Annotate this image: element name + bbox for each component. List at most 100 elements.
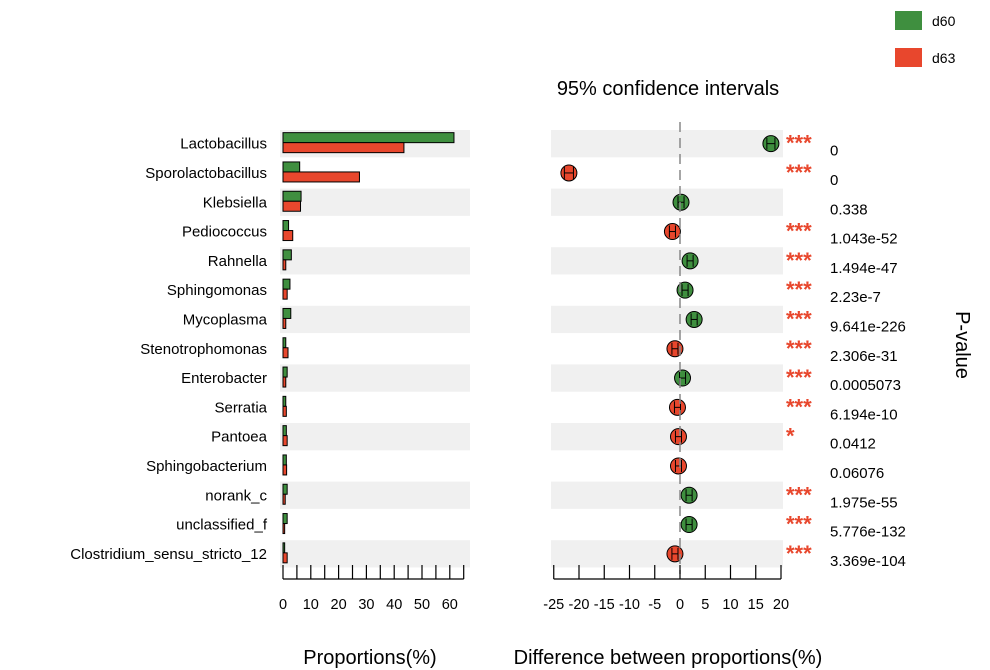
significance-marker: ***: [786, 248, 812, 273]
bar-d60: [282, 307, 292, 319]
pvalue-label: 0.338: [830, 201, 868, 218]
bar-d60: [282, 425, 287, 437]
category-label: Clostridium_sensu_stricto_12: [70, 546, 267, 563]
pvalue-label: 3.369e-104: [830, 553, 906, 570]
bar-d63: [282, 493, 286, 505]
significance-marker: ***: [786, 160, 812, 185]
bar-d63: [282, 347, 289, 359]
row-background: [280, 423, 470, 451]
bar-d63: [282, 317, 287, 329]
legend-swatch-d60: [895, 11, 922, 30]
legend: d60 d63: [895, 11, 956, 67]
proportions-tick-label: 10: [303, 597, 319, 613]
pvalue-label: 5.776e-132: [830, 524, 906, 541]
pvalue-label: 1.975e-55: [830, 494, 898, 511]
bar-d63: [282, 405, 287, 417]
chart-title: 95% confidence intervals: [557, 78, 779, 100]
pvalue-axis-title: P-value: [951, 311, 973, 379]
pvalue-labels: 0 0 0.338 1.043e-52 1.494e-47 2.23e-7 9.641e-2…: [830, 143, 906, 570]
significance-marker: ***: [786, 482, 812, 507]
bar-d60: [282, 220, 290, 232]
difference-tick-label: -10: [619, 597, 640, 613]
bar-d63: [282, 552, 288, 564]
category-label: Serratia: [214, 399, 267, 416]
significance-marker: *: [786, 424, 795, 449]
category-label: Mycoplasma: [183, 311, 268, 328]
pvalue-label: 0.06076: [830, 465, 884, 482]
category-label: Sphingobacterium: [146, 458, 267, 475]
bar-d60: [282, 513, 288, 525]
bar-d63: [282, 171, 360, 183]
pvalue-label: 2.23e-7: [830, 289, 881, 306]
proportions-tick-label: 20: [331, 597, 347, 613]
bar-d63: [282, 230, 294, 242]
row-background: [551, 305, 783, 334]
proportion-bars: [282, 132, 455, 564]
proportions-tick-label: 0: [279, 597, 287, 613]
significance-stars: *************************************: [786, 131, 812, 566]
difference-tick-label: 20: [773, 597, 789, 613]
bar-d63: [282, 376, 287, 388]
bar-d63: [282, 523, 286, 535]
legend-label-d60: d60: [932, 13, 956, 29]
category-label: Enterobacter: [181, 370, 267, 387]
bar-d60: [282, 366, 288, 378]
category-label: unclassified_f: [176, 517, 268, 534]
row-background: [551, 130, 783, 158]
category-label: Klebsiella: [203, 194, 268, 211]
difference-tick-label: -15: [594, 597, 615, 613]
row-background: [280, 305, 470, 334]
category-label: Sporolactobacillus: [145, 165, 267, 182]
row-background: [551, 364, 783, 392]
bar-d63: [282, 200, 302, 212]
bar-d63: [282, 464, 288, 476]
row-background: [551, 481, 783, 509]
proportions-axis-title: Proportions(%): [303, 647, 436, 669]
difference-tick-label: 15: [748, 597, 764, 613]
significance-marker: ***: [786, 365, 812, 390]
bar-d60: [282, 542, 286, 554]
row-background: [280, 247, 470, 275]
difference-tick-label: -20: [569, 597, 590, 613]
proportions-tick-label: 60: [442, 597, 458, 613]
legend-label-d63: d63: [932, 50, 956, 66]
bar-d60: [282, 132, 455, 144]
bar-d60: [282, 454, 287, 466]
difference-tick-label: 0: [676, 597, 684, 613]
pvalue-label: 6.194e-10: [830, 406, 898, 423]
row-background: [280, 188, 470, 216]
row-background: [551, 247, 783, 275]
bar-d63: [282, 435, 288, 447]
category-labels: Lactobacillus Sporolactobacillus Klebsiell…: [70, 136, 268, 563]
pvalue-label: 0: [830, 172, 838, 189]
difference-tick-label: -5: [648, 597, 661, 613]
row-background: [280, 540, 470, 568]
significance-marker: ***: [786, 512, 812, 537]
bar-d63: [282, 288, 288, 300]
difference-points: [560, 122, 780, 574]
bar-d63: [282, 259, 287, 271]
pvalue-label: 1.043e-52: [830, 231, 898, 248]
significance-marker: ***: [786, 336, 812, 361]
row-backgrounds: [280, 130, 783, 568]
difference-tick-label: 10: [722, 597, 738, 613]
category-label: Pantoea: [211, 429, 268, 446]
pvalue-label: 0: [830, 143, 838, 160]
bar-d60: [282, 278, 291, 290]
row-background: [280, 481, 470, 509]
bar-d60: [282, 395, 287, 407]
difference-tick-label: -25: [543, 597, 564, 613]
row-background: [551, 188, 783, 216]
bar-d60: [282, 249, 292, 261]
row-background: [280, 364, 470, 392]
significance-marker: ***: [786, 219, 812, 244]
bar-d60: [282, 483, 288, 495]
pvalue-label: 0.0412: [830, 436, 876, 453]
category-label: Lactobacillus: [180, 136, 267, 153]
pvalue-label: 1.494e-47: [830, 260, 898, 277]
category-label: norank_c: [205, 487, 267, 504]
row-background: [551, 423, 783, 451]
legend-swatch-d63: [895, 48, 922, 67]
category-label: Sphingomonas: [167, 282, 267, 299]
category-label: Pediococcus: [182, 224, 267, 241]
